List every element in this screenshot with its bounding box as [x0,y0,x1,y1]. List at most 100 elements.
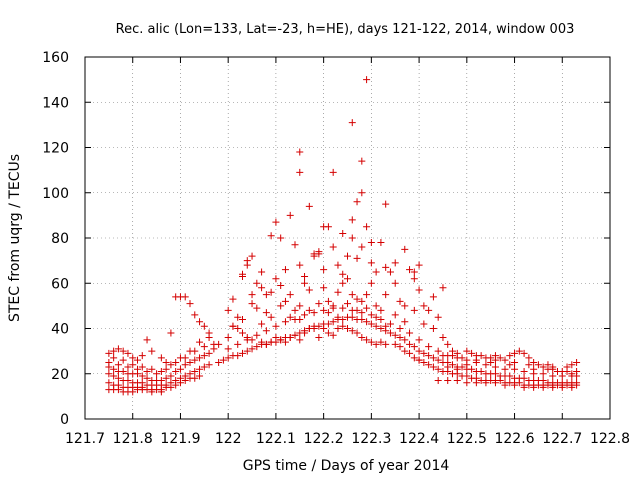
data-point [248,291,256,299]
data-point [286,313,294,321]
data-point [377,315,385,323]
data-point [420,302,428,310]
data-point [310,250,318,258]
data-point [463,347,471,355]
data-point [176,354,184,362]
chart-title: Rec. alic (Lon=133, Lat=-23, h=HE), days… [116,22,575,37]
data-point [114,386,122,394]
data-point [530,365,538,373]
data-point [429,293,437,301]
data-point [157,388,165,396]
data-point [401,245,409,253]
data-point [272,338,280,346]
data-point [429,363,437,371]
data-point [344,325,351,332]
data-point [243,261,251,269]
data-point [176,365,184,373]
data-point [558,372,566,380]
data-point [229,322,237,330]
data-point [472,356,480,364]
data-point [511,365,519,373]
data-point [549,372,557,380]
data-point [291,331,299,339]
data-point [453,354,461,362]
data-point [410,343,418,351]
data-point [253,304,261,312]
data-point [324,329,332,337]
data-point [406,340,414,348]
data-point [134,356,141,364]
data-point [167,329,175,337]
y-tick-label: 160 [42,50,69,66]
data-point [291,241,299,249]
data-point [444,352,452,360]
data-point [105,379,113,387]
data-point [172,367,180,375]
data-points [105,76,581,396]
data-point [315,300,323,308]
data-point [339,304,347,312]
data-point [119,367,127,375]
data-point [406,329,414,337]
data-point [425,361,433,369]
data-point [320,284,328,292]
data-point [406,349,414,357]
x-tick-label: 121.8 [113,431,153,447]
data-point [181,361,189,369]
data-point [425,352,433,360]
data-point [358,243,366,251]
data-point [511,381,519,389]
data-point [272,275,280,283]
data-point [549,363,557,371]
data-point [224,334,232,342]
data-point [253,343,261,351]
data-point [301,272,309,280]
data-point [124,349,132,357]
y-axis-label: STEC from uqrg / TECUs [7,154,23,322]
data-point [491,363,499,371]
data-point [377,306,385,314]
data-point [258,320,266,328]
plot-frame [84,56,611,420]
data-point [386,320,394,328]
data-point [267,288,275,296]
x-tick-labels: 121.7 121.8 121.9 122 122.1 122.2 122.3 122.4 12… [65,431,630,447]
data-point [224,345,232,353]
data-point [320,306,328,314]
data-point [520,374,528,382]
data-point [329,318,337,326]
data-point [224,354,232,362]
data-point [262,291,270,299]
data-point [363,318,371,326]
data-point [391,340,399,348]
data-point [496,354,504,362]
data-point [310,325,318,332]
data-point [296,329,304,337]
data-point [239,270,246,278]
data-point [219,356,227,364]
data-point [339,322,347,330]
data-point [358,189,366,197]
data-point [358,297,366,305]
data-point [258,284,266,292]
data-point [110,372,118,380]
data-point [181,293,189,301]
data-point [530,358,538,366]
y-tick-label: 40 [51,322,69,338]
data-point [215,340,223,348]
data-point [367,259,375,267]
data-point [415,347,423,355]
data-point [239,349,246,357]
data-point [367,320,375,328]
data-point [573,358,581,366]
data-point [511,349,519,357]
data-point [539,370,547,378]
data-point [105,358,113,366]
data-point [382,263,390,271]
data-point [506,372,514,380]
data-point [320,266,328,274]
data-point [415,261,423,269]
data-point [186,347,194,355]
data-point [344,275,351,283]
